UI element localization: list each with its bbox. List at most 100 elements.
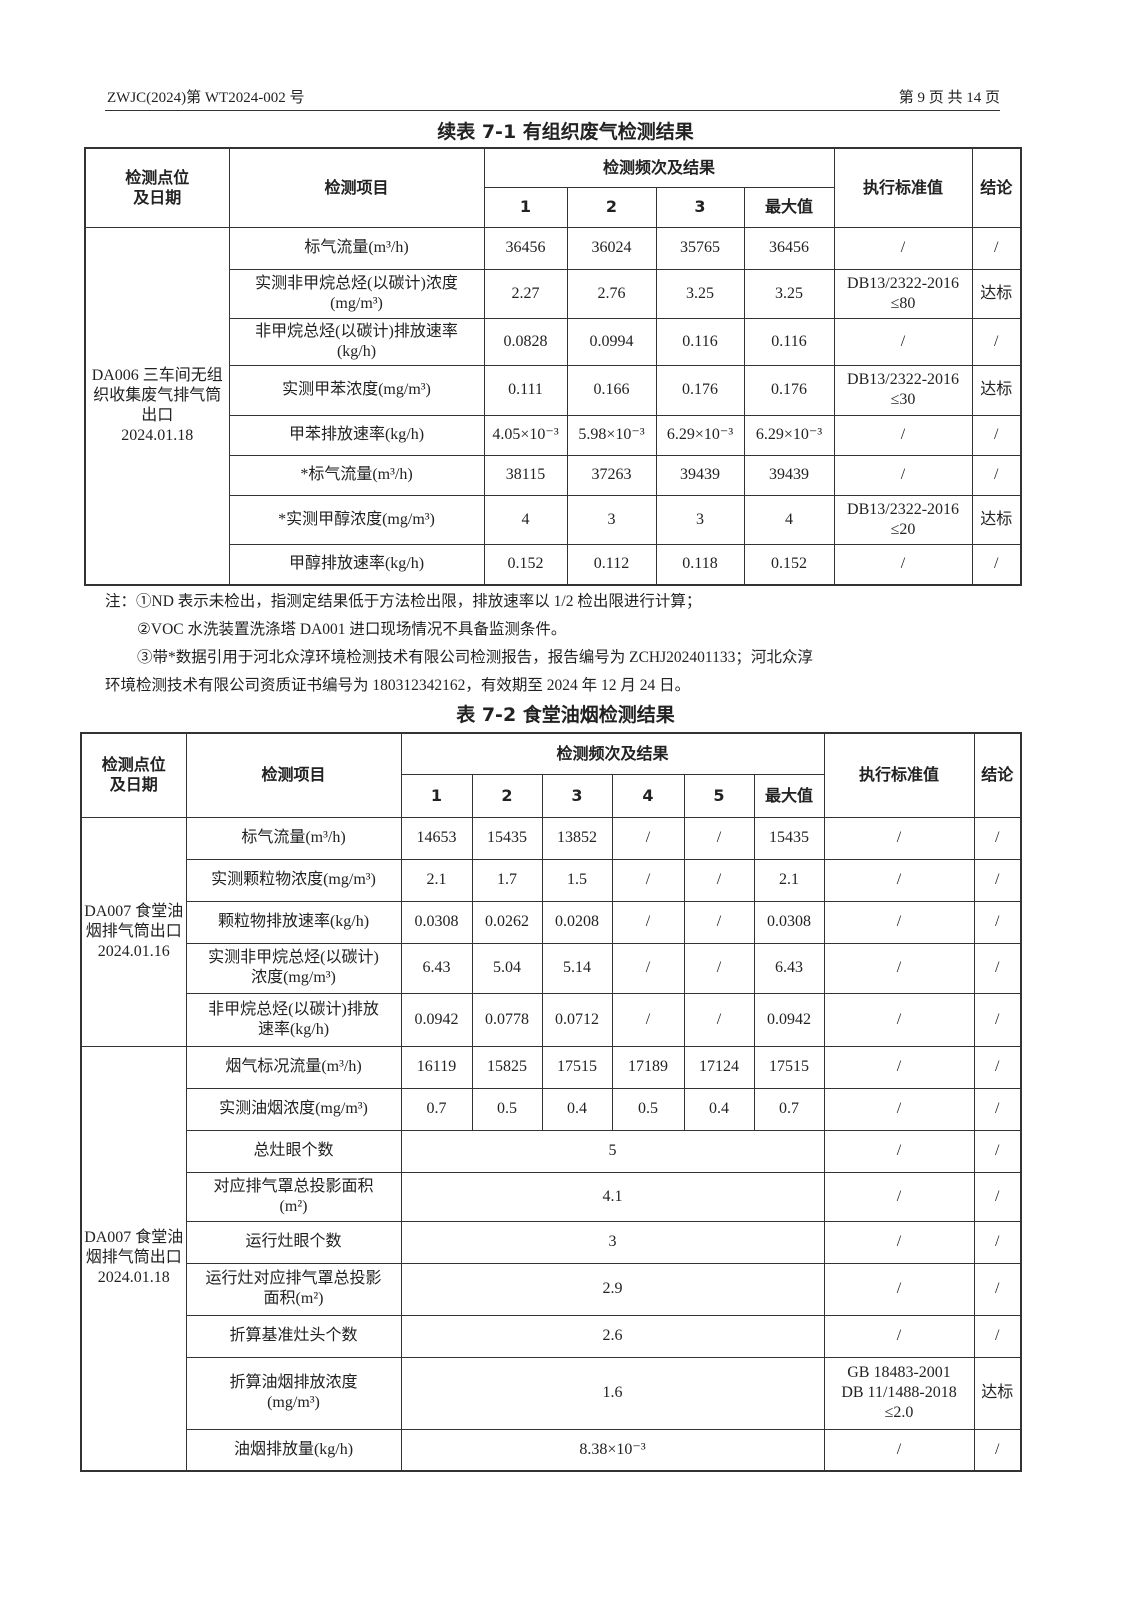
- table2-cooking-fume-results: 检测点位 及日期 检测项目 检测频次及结果 执行标准值 结论 1 2 3 4 5 最大值 DA007 …: [80, 732, 1023, 1472]
- value-cell: 4.05×10⁻³: [483, 414, 568, 456]
- item-cell: *标气流量(m³/h): [228, 454, 485, 496]
- table-row: 甲苯排放速率(kg/h) 4.05×10⁻³ 5.98×10⁻³ 6.29×10⁻³ 6…: [85, 414, 1022, 456]
- value-cell: 1.5: [541, 858, 613, 902]
- value-cell: 3.25: [655, 268, 745, 319]
- item-cell: 烟气标况流量(m³/h): [185, 1045, 402, 1089]
- value-cell: 0.0994: [566, 317, 657, 366]
- conclusion-cell: 达标: [971, 268, 1022, 319]
- header-bar: ZWJC(2024)第 WT2024-002 号 第 9 页 共 14 页: [105, 88, 1000, 111]
- value-cell: 1.7: [471, 858, 543, 902]
- header-standard: 执行标准值: [833, 147, 973, 228]
- table-row: 总灶眼个数 5//: [81, 1129, 1022, 1173]
- value-cell: 0.7: [400, 1087, 473, 1131]
- value-cell: 0.0942: [753, 992, 825, 1047]
- value-cell: 2.1: [400, 858, 473, 902]
- header-item: 检测项目: [185, 732, 402, 818]
- value-cell: 36024: [566, 226, 657, 270]
- value-cell: 0.152: [743, 543, 835, 586]
- item-cell: 标气流量(m³/h): [185, 816, 402, 860]
- header-standard: 执行标准值: [823, 732, 975, 818]
- value-cell: /: [611, 900, 685, 944]
- item-cell: 标气流量(m³/h): [228, 226, 485, 270]
- note-3: ③带*数据引用于河北众淳环境检测技术有限公司检测报告，报告编号为 ZCHJ202…: [137, 649, 813, 666]
- value-cell: 0.111: [483, 364, 568, 416]
- value-cell: /: [683, 816, 755, 860]
- standard-cell: /: [823, 942, 975, 994]
- conclusion-cell: /: [971, 414, 1022, 456]
- header-col: 4: [611, 773, 685, 818]
- value-cell: 0.152: [483, 543, 568, 586]
- value-cell: 4: [483, 494, 568, 545]
- table-row: 运行灶对应排气罩总投影 面积(m²) 2.9//: [81, 1262, 1022, 1316]
- standard-cell: /: [823, 900, 975, 944]
- standard-cell: /: [823, 1087, 975, 1131]
- header-col: 最大值: [753, 773, 825, 818]
- value-cell: 0.0828: [483, 317, 568, 366]
- conclusion-cell: /: [971, 543, 1022, 586]
- table-row: DA007 食堂油烟排气筒出口 2024.01.18 烟气标况流量(m³/h) 16…: [80, 1045, 1022, 1472]
- value-cell: 3: [566, 494, 657, 545]
- item-cell: 甲苯排放速率(kg/h): [228, 414, 485, 456]
- value-cell: 2.6: [400, 1314, 825, 1358]
- header-row: 检测点位 及日期 检测项目 检测频次及结果 执行标准值 结论: [84, 147, 1022, 228]
- value-cell: 3: [400, 1220, 825, 1264]
- header-conclusion: 结论: [973, 732, 1022, 818]
- conclusion-cell: /: [973, 942, 1022, 994]
- value-cell: 2.27: [483, 268, 568, 319]
- header-frequency: 检测频次及结果: [400, 732, 825, 775]
- value-cell: 5: [400, 1129, 825, 1173]
- value-cell: 6.43: [400, 942, 473, 994]
- location-cell: DA007 食堂油烟排气筒出口 2024.01.16: [80, 816, 187, 1047]
- conclusion-cell: /: [973, 1129, 1022, 1173]
- value-cell: 16119: [400, 1045, 473, 1089]
- table-row: DA007 食堂油烟排气筒出口 2024.01.16 标气流量(m³/h) 1465…: [80, 816, 1022, 1047]
- value-cell: 4.1: [400, 1171, 825, 1222]
- value-cell: 15435: [471, 816, 543, 860]
- standard-cell: /: [833, 317, 973, 366]
- table-row: 运行灶眼个数 3//: [81, 1220, 1022, 1264]
- item-cell: 非甲烷总烃(以碳计)排放速率 (kg/h): [228, 317, 485, 366]
- value-cell: 0.4: [683, 1087, 755, 1131]
- table-row: 非甲烷总烃(以碳计)排放速率 (kg/h) 0.0828 0.0994 0.116 0.…: [85, 317, 1022, 366]
- value-cell: 0.5: [471, 1087, 543, 1131]
- table1-title: 续表 7-1 有组织废气检测结果: [437, 121, 694, 143]
- value-cell: 0.0712: [541, 992, 613, 1047]
- standard-cell: /: [833, 226, 973, 270]
- header-location: 检测点位 及日期: [80, 732, 187, 818]
- value-cell: 0.7: [753, 1087, 825, 1131]
- value-cell: /: [683, 858, 755, 902]
- notes: 注：①ND 表示未检出，指测定结果低于方法检出限，排放速率以 1/2 检出限进行…: [105, 586, 1025, 700]
- item-cell: 实测颗粒物浓度(mg/m³): [185, 858, 402, 902]
- value-cell: /: [611, 942, 685, 994]
- standard-cell: DB13/2322-2016 ≤20: [833, 494, 973, 545]
- conclusion-cell: 达标: [971, 364, 1022, 416]
- conclusion-cell: /: [973, 1171, 1022, 1222]
- value-cell: 3.25: [743, 268, 835, 319]
- conclusion-cell: /: [973, 1087, 1022, 1131]
- conclusion-cell: /: [971, 226, 1022, 270]
- table-row: 甲醇排放速率(kg/h) 0.152 0.112 0.118 0.152//: [85, 543, 1022, 586]
- table1-emission-results: 检测点位 及日期 检测项目 检测频次及结果 执行标准值 结论 1 2 3 最大值 DA006 三车…: [84, 147, 1023, 586]
- standard-cell: /: [823, 1428, 975, 1472]
- value-cell: /: [611, 858, 685, 902]
- standard-cell: GB 18483-2001 DB 11/1488-2018 ≤2.0: [823, 1356, 975, 1430]
- value-cell: 35765: [655, 226, 745, 270]
- report-number: ZWJC(2024)第 WT2024-002 号: [107, 90, 305, 106]
- item-cell: 折算基准灶头个数: [185, 1314, 402, 1358]
- value-cell: 0.0308: [400, 900, 473, 944]
- value-cell: 37263: [566, 454, 657, 496]
- value-cell: /: [611, 816, 685, 860]
- value-cell: 8.38×10⁻³: [400, 1428, 825, 1472]
- standard-cell: DB13/2322-2016 ≤30: [833, 364, 973, 416]
- header-col: 5: [683, 773, 755, 818]
- table-row: 实测油烟浓度(mg/m³) 0.7 0.5 0.4 0.5 0.4 0.7//: [81, 1087, 1022, 1131]
- standard-cell: /: [823, 992, 975, 1047]
- value-cell: 4: [743, 494, 835, 545]
- value-cell: 0.4: [541, 1087, 613, 1131]
- value-cell: 5.98×10⁻³: [566, 414, 657, 456]
- conclusion-cell: /: [973, 1314, 1022, 1358]
- item-cell: 运行灶对应排气罩总投影 面积(m²): [185, 1262, 402, 1316]
- value-cell: 36456: [743, 226, 835, 270]
- header-col: 3: [655, 186, 745, 228]
- item-cell: *实测甲醇浓度(mg/m³): [228, 494, 485, 545]
